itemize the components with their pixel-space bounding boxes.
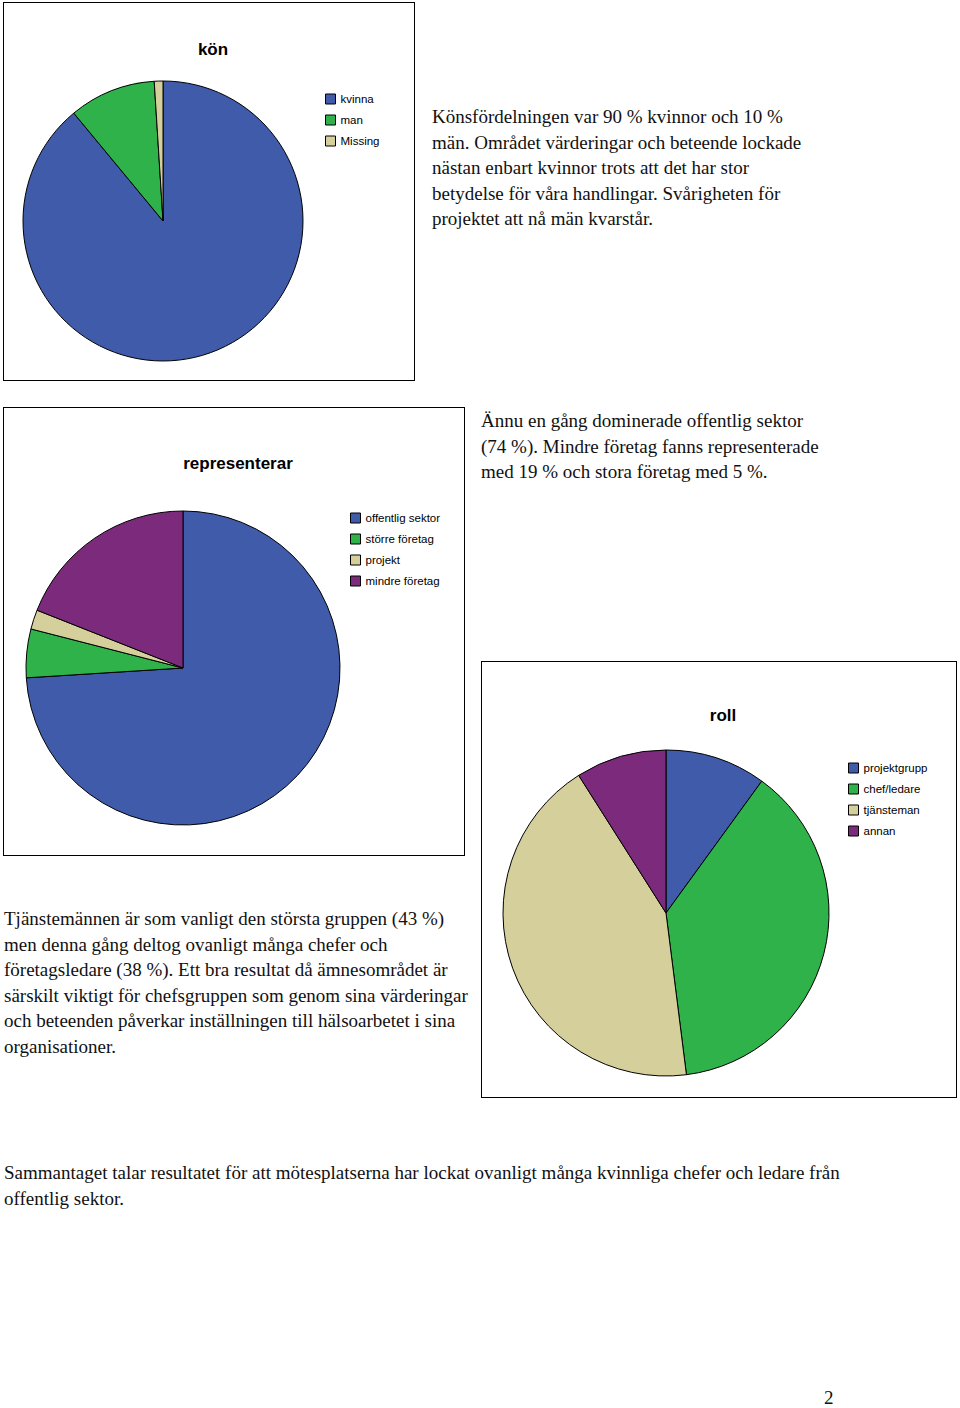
svg-text:representerar: representerar xyxy=(183,454,293,473)
html-text:Könsfördelningen var 90 % kvin: Könsfördelningen var 90 % kvinnor och 10… xyxy=(432,106,802,229)
svg-text:projekt: projekt xyxy=(366,554,401,566)
html-text:Ännu en gång dominerade offent: Ännu en gång dominerade offentlig sektor… xyxy=(481,410,819,482)
svg-text:roll: roll xyxy=(710,706,736,725)
svg-text:projektgrupp: projektgrupp xyxy=(864,762,928,774)
html-text:Tjänstemännen är som vanligt d: Tjänstemännen är som vanligt den största… xyxy=(4,908,468,1057)
svg-text:man: man xyxy=(341,114,363,126)
svg-text:annan: annan xyxy=(864,825,896,837)
svg-text:Missing: Missing xyxy=(341,135,380,147)
svg-text:chef/ledare: chef/ledare xyxy=(864,783,921,795)
html-text:Sammantaget talar resultatet f: Sammantaget talar resultatet för att möt… xyxy=(4,1162,840,1209)
svg-text:tjänsteman: tjänsteman xyxy=(864,804,920,816)
svg-text:offentlig sektor: offentlig sektor xyxy=(366,512,441,524)
svg-text:kvinna: kvinna xyxy=(341,93,375,105)
html-text:2: 2 xyxy=(824,1387,834,1408)
svg-text:kön: kön xyxy=(198,40,228,59)
svg-text:mindre företag: mindre företag xyxy=(366,575,440,587)
svg-text:större företag: större företag xyxy=(366,533,434,545)
